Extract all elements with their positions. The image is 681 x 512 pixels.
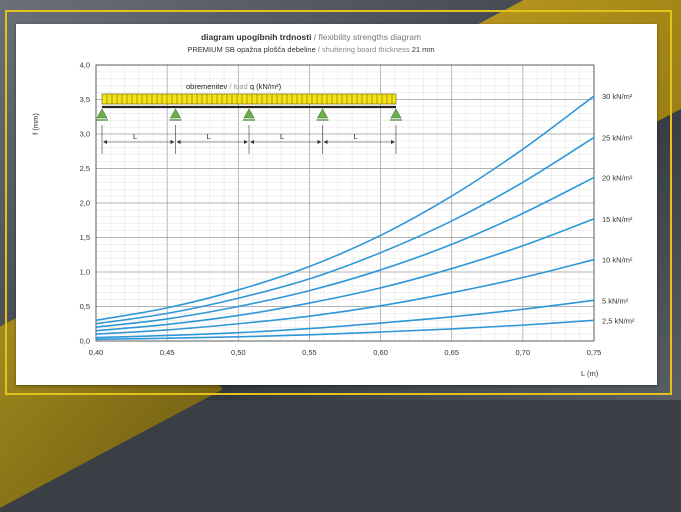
chart-svg: diagram upogibnih trdnosti / flexibility… bbox=[31, 32, 635, 378]
y-tick-label: 3,5 bbox=[80, 95, 90, 104]
series-label: 2,5 kN/m² bbox=[602, 316, 635, 325]
y-tick-label: 0,5 bbox=[80, 302, 90, 311]
dimension-arrow bbox=[391, 140, 395, 144]
subtitle-en: shuttering board thickness bbox=[322, 45, 410, 54]
chart-title: diagram upogibnih trdnosti / flexibility… bbox=[201, 32, 421, 42]
support-triangle bbox=[243, 108, 255, 119]
series-lines bbox=[95, 95, 595, 341]
series-line bbox=[95, 319, 595, 341]
title-bold: diagram upogibnih trdnosti bbox=[201, 32, 312, 42]
y-tick-label: 2,0 bbox=[80, 199, 90, 208]
dimension-arrow bbox=[170, 140, 175, 144]
dimension-arrow bbox=[244, 140, 248, 144]
y-tick-label: 1,0 bbox=[80, 268, 90, 277]
series-line bbox=[95, 299, 595, 339]
span-label: L bbox=[280, 132, 284, 141]
support-triangle bbox=[316, 108, 329, 119]
series-label: 20 kN/m² bbox=[602, 173, 633, 182]
span-label: L bbox=[353, 132, 357, 141]
series-line bbox=[95, 136, 595, 325]
x-tick-label: 0,40 bbox=[89, 348, 104, 357]
series-line bbox=[95, 176, 595, 328]
dimension-arrow bbox=[317, 140, 322, 144]
y-tick-label: 1,5 bbox=[80, 233, 90, 242]
span-label: L bbox=[206, 132, 210, 141]
series-line bbox=[95, 218, 595, 332]
series-label: 5 kN/m² bbox=[602, 296, 629, 305]
title-en: flexibility strengths diagram bbox=[319, 32, 422, 42]
support-triangle bbox=[169, 108, 182, 119]
load-label: obremenitev / load q (kN/m²) bbox=[186, 82, 282, 91]
plot-frame bbox=[95, 64, 595, 342]
y-tick-label: 4,0 bbox=[80, 61, 90, 70]
y-axis-label: f (mm) bbox=[31, 113, 40, 135]
x-tick-label: 0,75 bbox=[587, 348, 602, 357]
x-axis-label: L (m) bbox=[581, 369, 599, 378]
load-label-part: load bbox=[234, 82, 248, 91]
support-triangle bbox=[96, 108, 108, 119]
y-tick-label: 2,5 bbox=[80, 164, 90, 173]
grid bbox=[95, 64, 595, 342]
dimension-arrow bbox=[176, 140, 181, 144]
x-tick-label: 0,50 bbox=[231, 348, 246, 357]
support-triangle bbox=[390, 108, 402, 119]
y-tick-label: 3,0 bbox=[80, 130, 90, 139]
load-schematic: obremenitev / load q (kN/m²) L L L L bbox=[96, 82, 402, 154]
yellow-frame bbox=[5, 10, 672, 395]
dimension-arrow bbox=[103, 140, 107, 144]
series-line bbox=[95, 95, 595, 322]
load-label-part: / bbox=[227, 82, 233, 91]
tick-labels: 0,40 0,45 0,50 0,55 0,60 0,65 0,70 0,75 0,0 0,5 1,… bbox=[80, 61, 602, 358]
subtitle-a: PREMIUM SB opažna plošča debeline bbox=[187, 45, 315, 54]
dimension-arrow bbox=[250, 140, 254, 144]
series-label: 10 kN/m² bbox=[602, 256, 633, 265]
chart-card: diagram upogibnih trdnosti / flexibility… bbox=[16, 24, 657, 385]
load-label-part: obremenitev bbox=[186, 82, 228, 91]
x-tick-label: 0,55 bbox=[302, 348, 317, 357]
subtitle-b: 21 mm bbox=[410, 45, 435, 54]
chart-subtitle: PREMIUM SB opažna plošča debeline / shut… bbox=[187, 45, 434, 54]
load-label-part: q (kN/m²) bbox=[248, 82, 282, 91]
series-label: 15 kN/m² bbox=[602, 215, 633, 224]
series-labels: 30 kN/m² 25 kN/m² 20 kN/m² 15 kN/m² 10 kN/m²… bbox=[602, 92, 635, 325]
x-tick-label: 0,60 bbox=[373, 348, 388, 357]
y-tick-label: 0,0 bbox=[80, 337, 90, 346]
x-tick-label: 0,65 bbox=[444, 348, 459, 357]
x-tick-label: 0,45 bbox=[160, 348, 175, 357]
title-sep: / bbox=[311, 32, 318, 42]
load-bar bbox=[101, 93, 397, 105]
subtitle-sep: / bbox=[316, 45, 322, 54]
series-line bbox=[95, 258, 595, 335]
x-tick-label: 0,70 bbox=[516, 348, 531, 357]
series-label: 25 kN/m² bbox=[602, 133, 633, 142]
dimension-arrow bbox=[323, 140, 328, 144]
span-label: L bbox=[133, 132, 137, 141]
series-label: 30 kN/m² bbox=[602, 92, 633, 101]
